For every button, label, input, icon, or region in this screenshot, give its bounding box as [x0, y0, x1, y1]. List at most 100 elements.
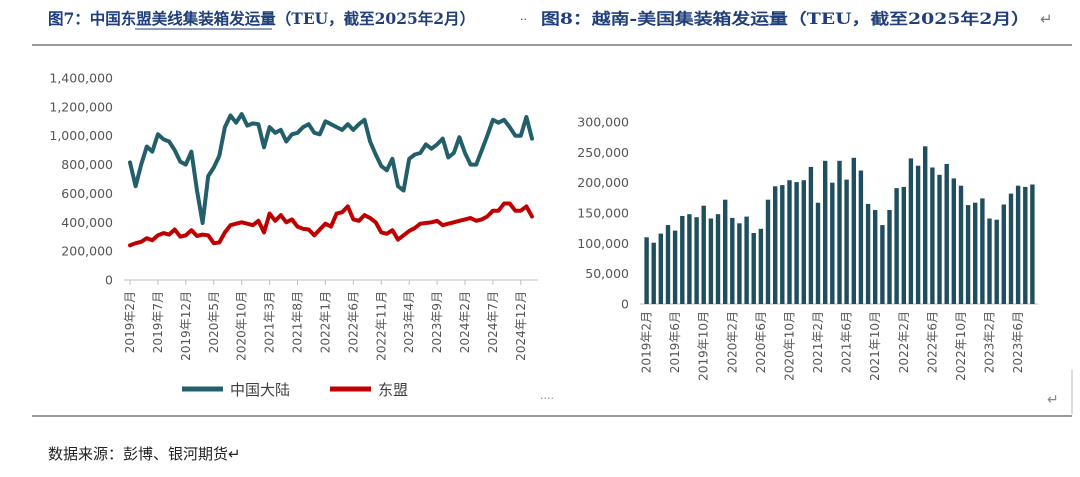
c1-x-tick-label: 2024年12月	[514, 291, 528, 361]
c1-y-tick-label: 1,000,000	[49, 128, 113, 143]
c2-bar	[858, 170, 864, 304]
china-series-line	[128, 112, 534, 225]
c1-y-axis: 0 200,000 400,000 600,000 800,000 1,000,000 1,…	[49, 71, 113, 288]
c2-bar	[787, 180, 792, 304]
c1-x-tick-label: 2022年6月	[346, 291, 360, 353]
c2-bar	[873, 210, 878, 304]
c2-bar	[851, 157, 856, 304]
return-mark-icon: ↵	[1040, 10, 1053, 28]
c2-x-tick-label: 2023年2月	[983, 311, 997, 373]
c1-y-tick-label: 600,000	[61, 186, 113, 201]
c2-bar	[980, 198, 985, 304]
c1-x-axis: 2019年2月 2019年7月 2019年12月 2020年5月 2020年10月 202…	[123, 280, 528, 361]
c2-x-axis: 2019年2月 2019年6月 2019年10月 2020年2月 2020年6月 2020…	[640, 311, 1026, 381]
c2-x-tick-label: 2022年2月	[897, 311, 911, 373]
c2-x-tick-label: 2021年10月	[868, 311, 882, 381]
c2-bar	[930, 167, 935, 304]
c2-bar	[723, 199, 728, 304]
c1-x-tick-label: 2022年1月	[318, 291, 332, 353]
c2-bar	[937, 174, 942, 304]
c1-y-tick-label: 800,000	[61, 157, 113, 172]
c1-y-tick-label: 1,400,000	[49, 71, 113, 86]
c2-bar	[830, 182, 835, 304]
c2-bar	[894, 188, 899, 304]
c1-y-tick-label: 0	[105, 273, 113, 288]
c2-bar	[944, 163, 949, 304]
c1-x-tick-label: 2019年7月	[151, 291, 165, 353]
c2-bar	[965, 205, 971, 304]
footer-return-mark-icon: ↵	[1047, 392, 1059, 408]
c1-x-tick-label: 2023年4月	[402, 291, 416, 353]
c2-x-tick-label: 2020年10月	[783, 311, 797, 381]
c2-bar	[987, 218, 992, 304]
c2-bar	[915, 165, 921, 304]
c1-legend: 中国大陆 东盟	[182, 381, 408, 399]
c2-bar	[865, 203, 871, 304]
c2-y-axis: 0 50,000 100,000 150,000 200,000 250,000 300,0…	[577, 115, 629, 312]
footer-dots: ····	[540, 392, 554, 405]
legend-china-label: 中国大陆	[230, 381, 290, 399]
c2-bar	[665, 225, 671, 304]
c2-bar	[923, 146, 928, 304]
c2-bar	[973, 202, 978, 304]
c2-y-tick-label: 200,000	[577, 175, 629, 190]
c2-bar	[880, 225, 885, 304]
c2-bar	[815, 202, 821, 304]
c1-x-tick-label: 2022年11月	[374, 291, 388, 361]
c1-x-tick-label: 2023年9月	[430, 291, 444, 353]
title-separator: ··	[520, 13, 527, 26]
c2-bar	[908, 158, 914, 304]
c1-x-tick-label: 2021年8月	[291, 291, 305, 353]
c2-bar	[651, 242, 656, 304]
c2-x-tick-label: 2020年6月	[754, 311, 768, 373]
chart7-title: 图7：中国东盟美线集装箱发运量（TEU，截至2025年2月）	[48, 9, 475, 28]
c2-x-tick-label: 2021年6月	[840, 311, 854, 373]
c1-x-tick-label: 2019年2月	[123, 291, 137, 353]
c2-bar	[708, 218, 714, 304]
c2-bar	[715, 214, 721, 304]
c2-bar	[737, 223, 742, 304]
c2-bar	[808, 166, 814, 304]
c2-bar	[780, 185, 785, 304]
c2-bar	[994, 219, 999, 304]
c2-bar	[958, 185, 964, 304]
c2-x-tick-label: 2022年6月	[925, 311, 939, 373]
c2-bar	[1008, 193, 1014, 304]
c2-bar	[837, 160, 842, 304]
china-asean-line-chart: 0 200,000 400,000 600,000 800,000 1,000,000 1,…	[49, 71, 538, 399]
c2-bar	[844, 179, 849, 304]
c1-x-tick-label: 2019年12月	[179, 291, 193, 361]
c2-bar	[744, 216, 749, 304]
c1-x-tick-label: 2020年5月	[207, 291, 221, 353]
c2-bar	[773, 186, 778, 304]
c1-x-tick-label: 2020年10月	[235, 291, 249, 361]
c2-bar	[694, 217, 699, 304]
c2-y-tick-label: 0	[621, 297, 629, 312]
c2-y-tick-label: 150,000	[577, 206, 629, 221]
c2-bar	[701, 205, 706, 304]
vietnam-us-bar-chart: 0 50,000 100,000 150,000 200,000 250,000 300,0…	[577, 115, 1038, 381]
c2-bar	[1001, 204, 1006, 304]
c2-bar	[672, 230, 678, 304]
c2-bar	[951, 178, 956, 304]
c1-x-tick-label: 2024年7月	[486, 291, 500, 353]
c2-bars	[644, 146, 1035, 304]
c2-y-tick-label: 50,000	[585, 266, 629, 281]
c2-x-tick-label: 2023年6月	[1011, 311, 1025, 373]
legend-asean-label: 东盟	[378, 381, 408, 399]
c2-x-tick-label: 2021年2月	[811, 311, 825, 373]
c2-bar	[751, 233, 756, 304]
c1-y-tick-label: 400,000	[61, 215, 113, 230]
c2-x-tick-label: 2019年2月	[640, 311, 654, 373]
c2-bar	[765, 199, 771, 304]
c2-bar	[901, 186, 906, 304]
c2-x-tick-label: 2019年6月	[668, 311, 682, 373]
c2-x-tick-label: 2022年10月	[954, 311, 968, 381]
chart8-title: 图8：越南-美国集装箱发运量（TEU，截至2025年2月）	[541, 9, 1030, 28]
asean-series-line	[128, 201, 534, 248]
c2-bar	[1015, 185, 1021, 304]
c2-x-tick-label: 2019年10月	[697, 311, 711, 381]
source-note: 数据来源：彭博、银河期货↵	[48, 445, 241, 463]
